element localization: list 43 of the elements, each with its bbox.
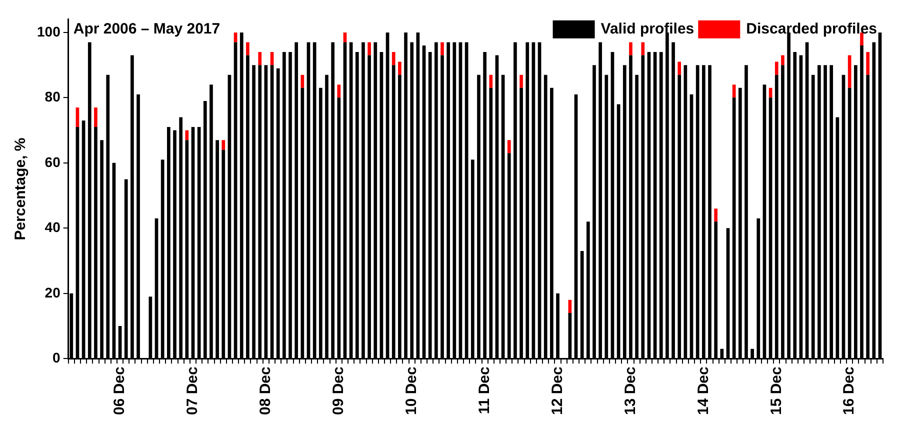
x-tick-label: 15 Dec: [768, 366, 785, 416]
bar: [629, 42, 632, 56]
bar: [337, 84, 341, 98]
bar: [774, 62, 778, 75]
bar: [94, 107, 98, 128]
y-tick-label: 100: [37, 23, 61, 40]
bar: [368, 42, 371, 56]
legend-label: Discarded profiles: [746, 20, 878, 38]
bar: [440, 42, 444, 56]
bar: [641, 42, 645, 56]
bar: [520, 74, 523, 88]
x-tick-label: 13 Dec: [622, 366, 639, 416]
bar: [392, 52, 396, 66]
x-tick-label: 08 Dec: [257, 366, 274, 416]
y-tick-label: 0: [52, 349, 61, 366]
bar: [489, 74, 493, 88]
bar: [222, 140, 226, 150]
x-tick-label: 16 Dec: [840, 366, 858, 416]
legend-label: Valid profiles: [600, 20, 694, 38]
bar: [185, 130, 189, 140]
bar: [678, 62, 682, 75]
bar: [246, 42, 250, 56]
x-tick-label: 06 Dec: [111, 366, 128, 416]
bar: [507, 140, 511, 154]
x-tick-label: 10 Dec: [402, 366, 420, 416]
x-tick-label: 12 Dec: [548, 366, 566, 416]
chart-title: Apr 2006 – May 2017: [73, 20, 220, 38]
y-tick-label: 20: [44, 284, 61, 300]
bar: [781, 55, 784, 66]
bar: [398, 62, 402, 75]
bar: [866, 52, 870, 75]
y-tick-label: 40: [44, 219, 61, 236]
bar: [714, 208, 718, 222]
y-axis-title: Percentage, %: [12, 138, 30, 240]
bar: [732, 84, 736, 98]
x-tick-label: 11 Dec: [476, 366, 493, 414]
y-tick-label: 60: [44, 154, 61, 170]
x-tick-label: 07 Dec: [184, 366, 202, 416]
bar: [258, 52, 262, 66]
x-tick-label: 09 Dec: [330, 366, 348, 416]
y-tick-label: 80: [44, 88, 61, 105]
bar: [848, 55, 852, 88]
x-tick-label: 14 Dec: [694, 366, 712, 416]
